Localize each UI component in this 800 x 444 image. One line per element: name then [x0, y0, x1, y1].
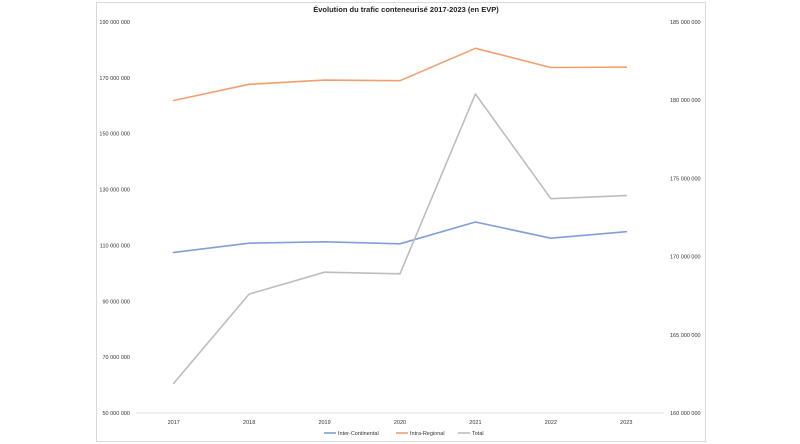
legend: Inter-Continental Intra-Regional Total	[324, 431, 484, 437]
chart-frame	[96, 2, 706, 442]
x-tick-label: 2018	[243, 420, 255, 426]
right-tick-label: 160 000 000	[670, 411, 701, 417]
series-line-total	[172, 93, 628, 385]
x-tick-label: 2023	[620, 420, 632, 426]
left-tick-label: 170 000 000	[99, 76, 130, 82]
x-axis: 2017 2018 2019 2020 2021 2022 2023	[168, 420, 633, 426]
legend-label-inter-continental: Inter-Continental	[338, 431, 379, 437]
left-tick-label: 150 000 000	[99, 132, 130, 138]
right-tick-label: 180 000 000	[670, 98, 701, 104]
legend-label-intra-regional: Intra-Regional	[410, 431, 445, 437]
x-tick-label: 2017	[168, 420, 180, 426]
left-tick-label: 130 000 000	[99, 188, 130, 194]
right-tick-label: 165 000 000	[670, 333, 701, 339]
right-tick-label: 175 000 000	[670, 176, 701, 182]
left-tick-label: 190 000 000	[99, 20, 130, 26]
x-tick-label: 2019	[318, 420, 330, 426]
legend-label-total: Total	[472, 431, 484, 437]
left-tick-label: 90 000 000	[102, 299, 130, 305]
x-tick-label: 2021	[469, 420, 481, 426]
right-tick-label: 185 000 000	[670, 20, 701, 26]
left-tick-label: 110 000 000	[100, 243, 130, 249]
right-axis: 160 000 000 165 000 000 170 000 000 175 000…	[670, 20, 701, 417]
left-tick-label: 70 000 000	[102, 355, 130, 361]
x-tick-label: 2020	[394, 420, 406, 426]
left-axis: 50 000 000 70 000 000 90 000 000 110 000 00…	[99, 20, 130, 417]
x-tick-label: 2022	[545, 420, 557, 426]
left-tick-label: 50 000 000	[102, 411, 130, 417]
series-layer	[172, 47, 628, 385]
chart-title: Évolution du trafic conteneurisé 2017-20…	[313, 5, 499, 14]
series-line-inter-continental	[172, 221, 628, 254]
right-tick-label: 170 000 000	[670, 255, 701, 261]
series-line-intra-regional	[172, 47, 628, 102]
